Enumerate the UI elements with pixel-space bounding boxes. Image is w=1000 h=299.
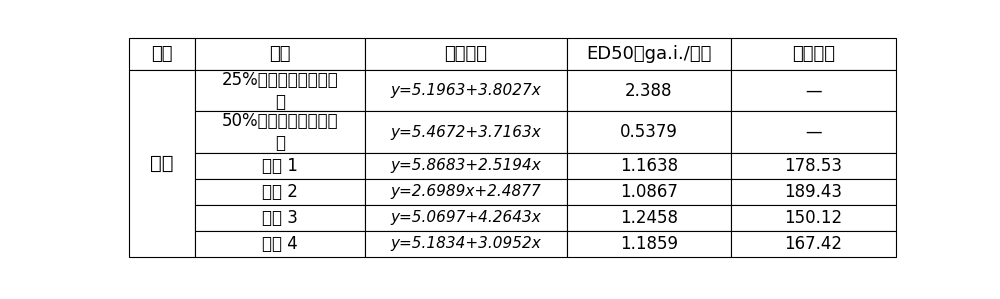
Bar: [567, 70, 731, 112]
Text: 2.388: 2.388: [625, 82, 673, 100]
Bar: [567, 38, 731, 70]
Bar: [195, 70, 365, 112]
Bar: [195, 112, 365, 153]
Bar: [129, 38, 195, 70]
Bar: [731, 70, 896, 112]
Bar: [195, 179, 365, 205]
Text: 1.2458: 1.2458: [620, 209, 678, 227]
Text: 167.42: 167.42: [785, 235, 843, 253]
Text: 实例 4: 实例 4: [262, 235, 298, 253]
Bar: [195, 153, 365, 179]
Text: 1.1859: 1.1859: [620, 235, 678, 253]
Text: 药剂: 药剂: [269, 45, 291, 63]
Text: 回归直线: 回归直线: [444, 45, 488, 63]
Text: 178.53: 178.53: [785, 157, 843, 175]
Text: y=5.1963+3.8027x: y=5.1963+3.8027x: [391, 83, 541, 98]
Text: 1.0867: 1.0867: [620, 183, 678, 201]
Text: 150.12: 150.12: [785, 209, 843, 227]
Text: 杂草: 杂草: [151, 45, 173, 63]
Bar: [731, 205, 896, 231]
Text: y=5.8683+2.5194x: y=5.8683+2.5194x: [391, 158, 541, 173]
Text: y=5.1834+3.0952x: y=5.1834+3.0952x: [391, 237, 541, 251]
Text: 189.43: 189.43: [785, 183, 843, 201]
Text: —: —: [805, 82, 822, 100]
Text: 实例 3: 实例 3: [262, 209, 298, 227]
Bar: [731, 179, 896, 205]
Bar: [365, 205, 567, 231]
Text: y=2.6989x+2.4877: y=2.6989x+2.4877: [391, 184, 541, 199]
Bar: [195, 38, 365, 70]
Bar: [365, 179, 567, 205]
Bar: [365, 112, 567, 153]
Text: 实例 2: 实例 2: [262, 183, 298, 201]
Bar: [365, 38, 567, 70]
Text: 茅菜: 茅菜: [150, 154, 174, 173]
Text: 50%酰嘧磺隆水分散粒
剂: 50%酰嘧磺隆水分散粒 剂: [222, 112, 338, 152]
Bar: [365, 153, 567, 179]
Bar: [731, 38, 896, 70]
Bar: [365, 231, 567, 257]
Bar: [365, 70, 567, 112]
Text: y=5.0697+4.2643x: y=5.0697+4.2643x: [391, 210, 541, 225]
Bar: [731, 153, 896, 179]
Text: y=5.4672+3.7163x: y=5.4672+3.7163x: [391, 125, 541, 140]
Text: —: —: [805, 123, 822, 141]
Bar: [129, 70, 195, 257]
Bar: [195, 231, 365, 257]
Text: 共毒系数: 共毒系数: [792, 45, 835, 63]
Bar: [567, 153, 731, 179]
Bar: [567, 112, 731, 153]
Text: ED50（ga.i./亩）: ED50（ga.i./亩）: [586, 45, 712, 63]
Bar: [731, 112, 896, 153]
Text: 实例 1: 实例 1: [262, 157, 298, 175]
Bar: [567, 231, 731, 257]
Bar: [567, 179, 731, 205]
Bar: [731, 231, 896, 257]
Text: 25%啶嘧磺隆水分散粒
剂: 25%啶嘧磺隆水分散粒 剂: [222, 71, 338, 111]
Text: 0.5379: 0.5379: [620, 123, 678, 141]
Bar: [195, 205, 365, 231]
Bar: [567, 205, 731, 231]
Text: 1.1638: 1.1638: [620, 157, 678, 175]
